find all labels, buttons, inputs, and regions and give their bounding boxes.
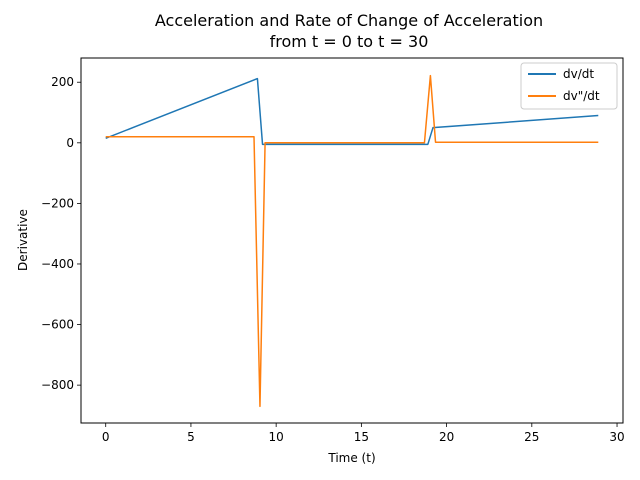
y-axis-label: Derivative [16,209,30,271]
y-tick-label: −200 [41,196,74,210]
x-tick-label: 15 [354,430,369,444]
y-tick-label: −400 [41,257,74,271]
series-line-1 [105,74,599,408]
y-tick-label: 0 [66,136,74,150]
plot-area [80,57,624,424]
series-lines [105,74,599,408]
chart-title-line-1: Acceleration and Rate of Change of Accel… [155,11,543,30]
y-tick-label: −800 [41,378,74,392]
plot-frame [80,57,624,424]
legend-label-dv-dt: dv/dt [563,67,594,81]
x-tick-label: 30 [609,430,624,444]
x-tick-label: 20 [439,430,454,444]
x-tick-label: 25 [524,430,539,444]
y-axis-ticks: 200 0 −200 −400 −600 −800 [41,75,81,392]
x-tick-label: 5 [187,430,195,444]
series-line-0 [105,77,599,146]
x-tick-label: 0 [102,430,110,444]
x-axis-label: Time (t) [327,451,375,465]
x-axis-ticks: 0 5 10 15 20 25 30 [102,423,625,444]
x-tick-label: 10 [269,430,284,444]
legend-label-dv-double-prime-dt: dv"/dt [563,89,600,103]
y-tick-label: −600 [41,318,74,332]
chart-title-line-2: from t = 0 to t = 30 [270,32,429,51]
legend: dv/dt dv"/dt [520,62,618,110]
y-tick-label: 200 [51,75,74,89]
